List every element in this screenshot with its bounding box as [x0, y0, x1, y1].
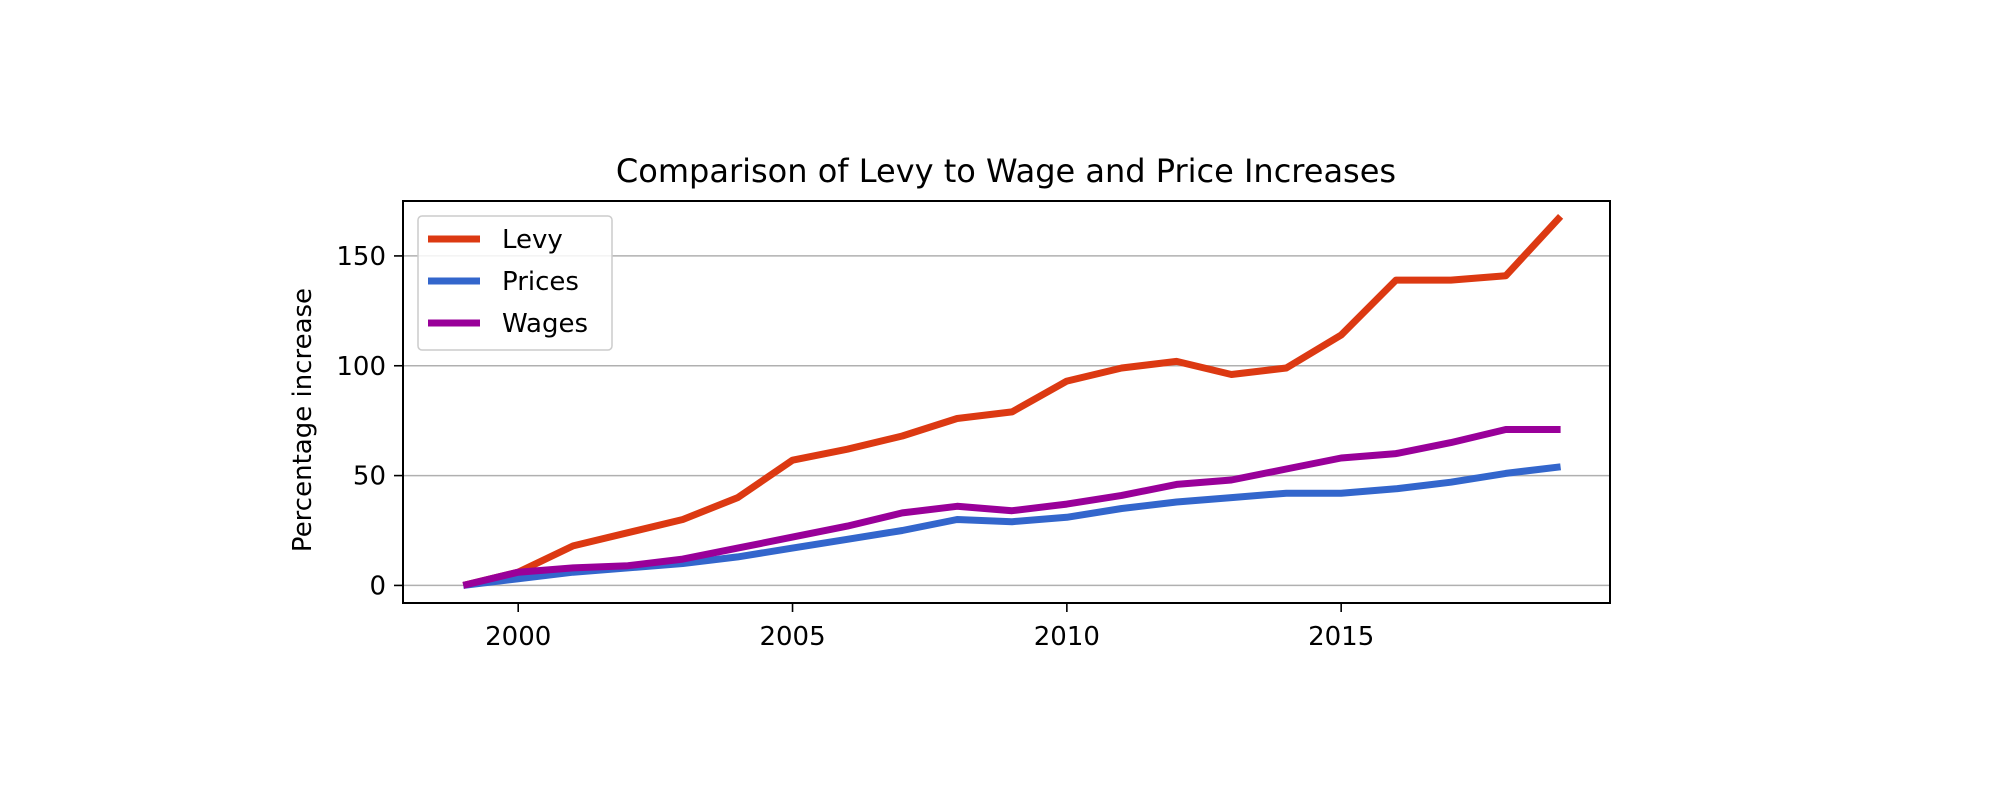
- x-tick-label-2005: 2005: [759, 622, 825, 652]
- legend-label-levy: Levy: [502, 225, 563, 255]
- series-line-wages: [462, 426, 1561, 589]
- legend-label-prices: Prices: [502, 267, 579, 297]
- legend-box: [417, 215, 613, 351]
- y-tick-label-0: 0: [369, 571, 386, 601]
- legend: Levy Prices Wages: [417, 215, 613, 351]
- x-tick-label-2015: 2015: [1308, 622, 1374, 652]
- y-tick-label-50: 50: [353, 462, 386, 492]
- y-tick-label-100: 100: [336, 352, 386, 382]
- x-tick-label-2000: 2000: [485, 622, 551, 652]
- y-tick-label-150: 150: [336, 242, 386, 272]
- series-line-levy: [462, 214, 1564, 589]
- series-lines: [462, 214, 1564, 589]
- legend-label-wages: Wages: [502, 309, 588, 339]
- y-axis-label: Percentage increase: [288, 288, 318, 552]
- chart-title: Comparison of Levy to Wage and Price Inc…: [616, 152, 1396, 190]
- axes: 0 50 100 150 2000 2005 2010 2015: [336, 200, 1611, 652]
- plot-frame: [402, 200, 1611, 604]
- x-tick-label-2010: 2010: [1034, 622, 1100, 652]
